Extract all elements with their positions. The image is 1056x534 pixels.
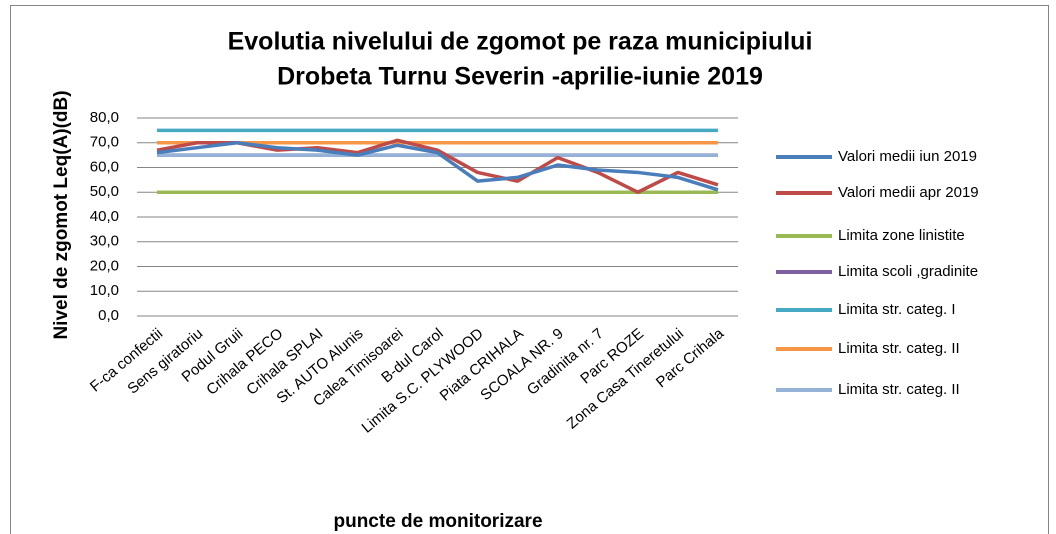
x-axis-title: puncte de monitorizare <box>333 511 542 532</box>
legend-label: Valori medii apr 2019 <box>838 184 979 201</box>
y-tick-label: 30,0 <box>90 233 119 250</box>
chart-border <box>10 5 1049 534</box>
legend-label: Limita str. categ. II <box>838 381 960 398</box>
y-tick-label: 50,0 <box>90 183 119 200</box>
legend-label: Limita str. categ. I <box>838 301 956 318</box>
y-axis-title: Nivel de zgomot Leq(A)(dB) <box>51 90 72 339</box>
legend-label: Limita zone linistite <box>838 227 965 244</box>
legend-label: Limita str. categ. II <box>838 340 960 357</box>
y-tick-label: 40,0 <box>90 208 119 225</box>
chart-title: Drobeta Turnu Severin -aprilie-iunie 201… <box>277 63 763 91</box>
y-tick-label: 60,0 <box>90 158 119 175</box>
y-tick-label: 80,0 <box>90 109 119 126</box>
y-tick-label: 20,0 <box>90 257 119 274</box>
y-tick-label: 10,0 <box>90 282 119 299</box>
legend-label: Valori medii iun 2019 <box>838 148 977 165</box>
y-tick-label: 0,0 <box>98 307 119 324</box>
chart-title: Evolutia nivelului de zgomot pe raza mun… <box>228 28 813 56</box>
legend-label: Limita scoli ,gradinite <box>838 263 978 280</box>
y-tick-label: 70,0 <box>90 134 119 151</box>
series-line <box>156 141 719 192</box>
